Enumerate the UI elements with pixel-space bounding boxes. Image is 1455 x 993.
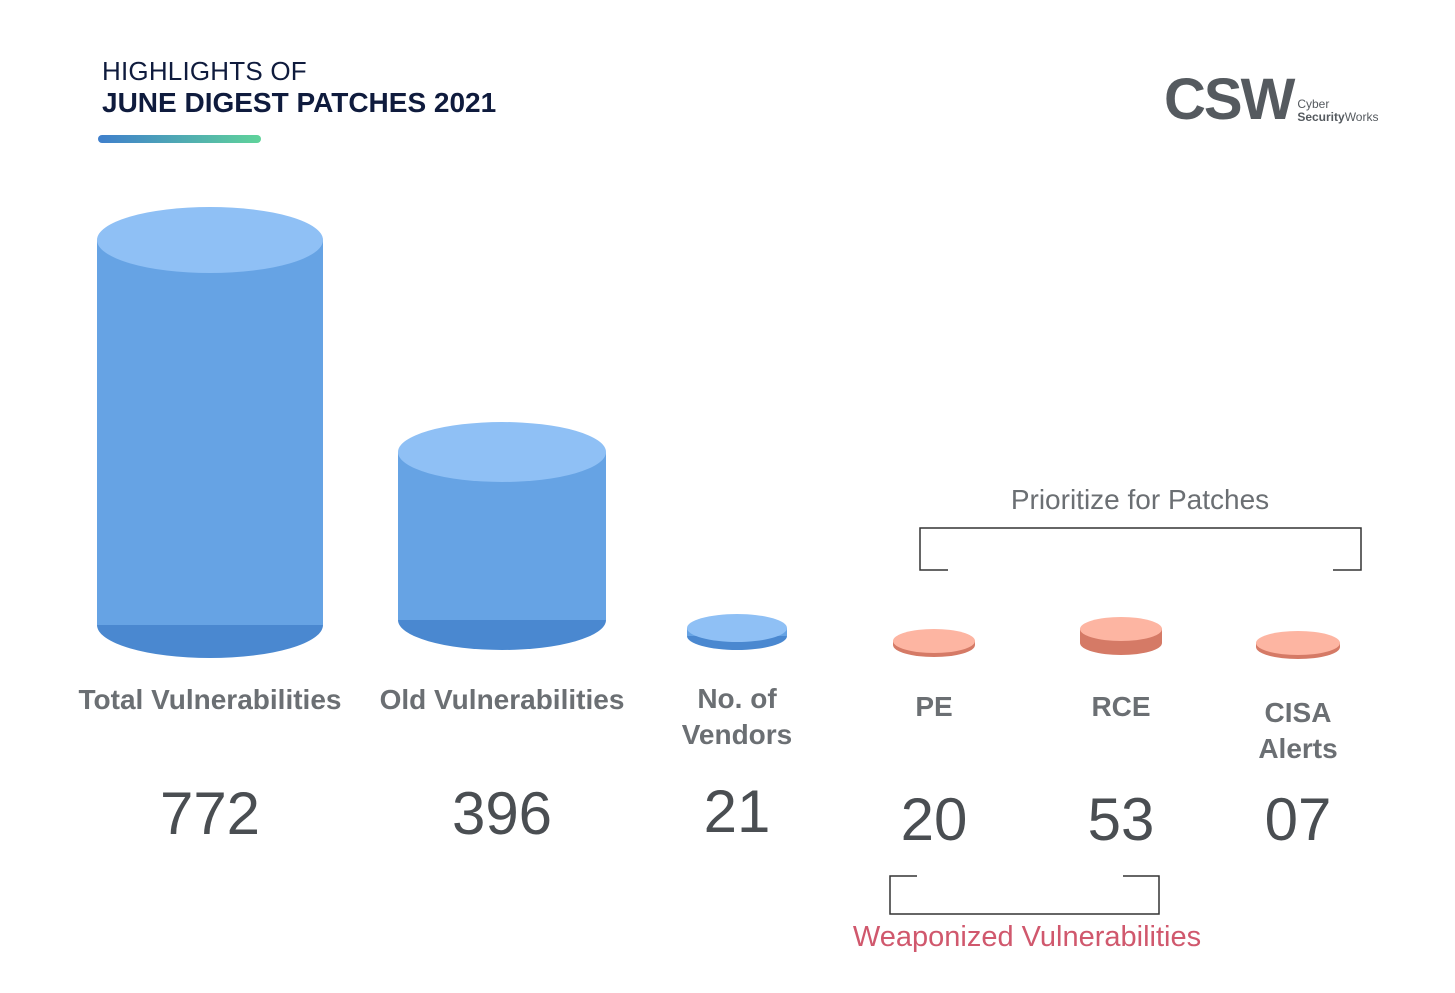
category-label-cisa-alerts: CISA Alerts xyxy=(1258,697,1338,764)
value-label-rce: 53 xyxy=(1087,786,1155,853)
logo-subtext: Cyber SecurityWorks xyxy=(1297,98,1378,124)
cylinder-top-rce xyxy=(1080,617,1162,641)
prioritize-bracket-label: Prioritize for Patches xyxy=(1010,484,1270,515)
value-label-no-of-vendors: 21 xyxy=(703,778,771,845)
value-label-pe: 20 xyxy=(900,786,968,853)
logo-sub-bold: Security xyxy=(1297,110,1345,124)
cylinder-body-total-vulnerabilities xyxy=(97,240,323,625)
header-accent-bar xyxy=(98,135,261,143)
header-subtitle: HIGHLIGHTS OF xyxy=(102,56,307,86)
cylinder-top-total-vulnerabilities xyxy=(97,207,323,273)
header-title: JUNE DIGEST PATCHES 2021 xyxy=(102,87,497,118)
cylinder-top-pe xyxy=(893,629,975,653)
category-label-old-vulnerabilities: Old Vulnerabilities xyxy=(379,684,625,715)
cylinder-top-no-of-vendors xyxy=(687,614,787,642)
weaponized-bracket-label: Weaponized Vulnerabilities xyxy=(852,921,1202,953)
csw-logo: CSW Cyber SecurityWorks xyxy=(1164,67,1378,132)
category-label-no-of-vendors: No. of Vendors xyxy=(681,683,793,750)
weaponized-bracket xyxy=(889,875,1160,915)
cylinder-top-cisa-alerts xyxy=(1256,631,1340,655)
value-label-cisa-alerts: 07 xyxy=(1264,786,1332,853)
logo-sub-rest: Works xyxy=(1344,110,1379,124)
category-label-total-vulnerabilities: Total Vulnerabilities xyxy=(78,684,342,715)
value-label-old-vulnerabilities: 396 xyxy=(451,780,553,847)
cylinder-top-old-vulnerabilities xyxy=(398,422,606,482)
logo-mark: CSW xyxy=(1164,67,1295,132)
page-header: HIGHLIGHTS OF JUNE DIGEST PATCHES 2021 xyxy=(102,56,496,120)
logo-sub-line1: Cyber xyxy=(1297,97,1330,111)
category-label-rce: RCE xyxy=(1091,691,1151,722)
value-label-total-vulnerabilities: 772 xyxy=(159,780,261,847)
prioritize-bracket xyxy=(919,527,1362,571)
category-label-pe: PE xyxy=(915,691,953,722)
